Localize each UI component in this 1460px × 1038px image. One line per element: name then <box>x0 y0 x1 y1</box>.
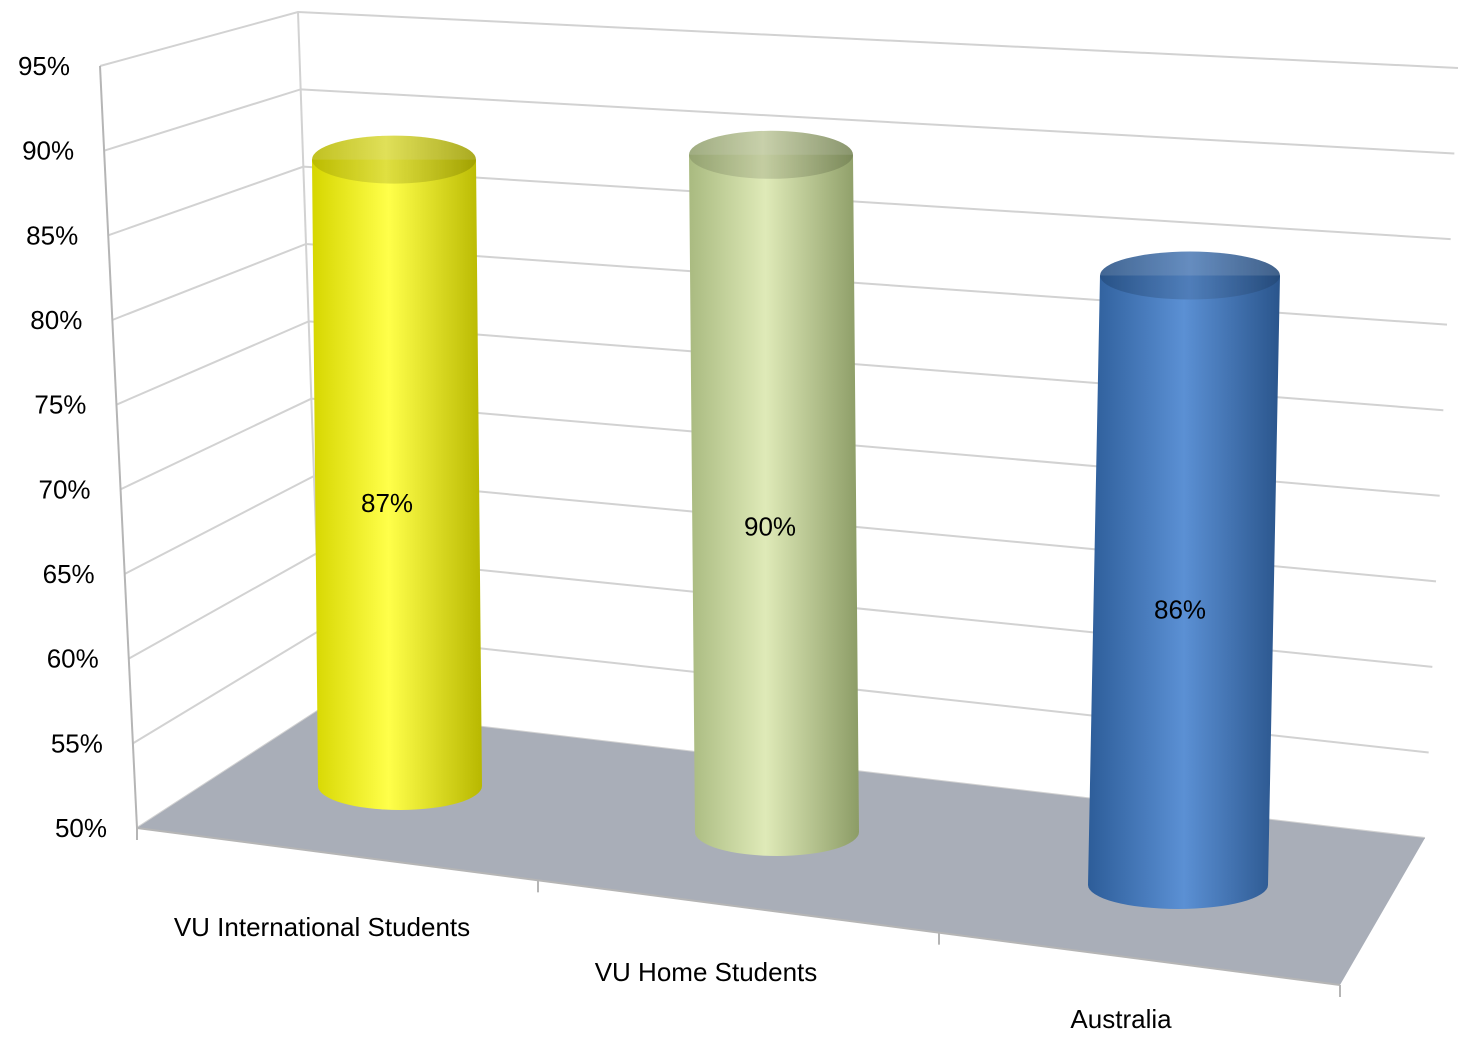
y-tick-label: 55% <box>51 728 103 758</box>
gridline <box>99 10 1459 69</box>
y-tick-label: 75% <box>34 390 86 420</box>
data-label: 87% <box>361 488 413 518</box>
data-label: 86% <box>1154 595 1206 625</box>
bar-body <box>1088 275 1280 909</box>
bar-top <box>689 130 853 179</box>
cylinder-0: 87% <box>312 135 482 810</box>
y-tick-label: 65% <box>43 559 95 589</box>
y-tick-label: 70% <box>39 474 91 504</box>
bar-top <box>312 135 476 184</box>
bar-top <box>1100 251 1280 300</box>
x-category-label: VU Home Students <box>595 957 818 987</box>
data-label: 90% <box>744 511 796 541</box>
y-tick-label: 50% <box>55 813 107 843</box>
y-tick-label: 60% <box>47 644 99 674</box>
x-category-label: Australia <box>1070 1004 1172 1034</box>
bar-body <box>689 154 859 857</box>
cylinder-2: 86% <box>1088 251 1280 909</box>
y-tick-label: 80% <box>30 305 82 335</box>
y-axis-line <box>99 65 138 829</box>
x-axis-categories: VU International Students VU Home Student… <box>174 912 1172 1034</box>
y-tick-label: 95% <box>18 51 70 81</box>
x-axis-line <box>136 827 1341 986</box>
y-tick-label: 85% <box>26 220 78 250</box>
bar-top-shade <box>689 130 853 179</box>
y-axis-ticks: 50% 55% 60% 65% 70% 75% 80% 85% 90% 95% <box>18 51 107 843</box>
cylinder-1: 90% <box>689 130 859 857</box>
bar-top-shade <box>1100 251 1280 300</box>
x-category-label: VU International Students <box>174 912 470 942</box>
y-tick-label: 90% <box>22 136 74 166</box>
bar-top-shade <box>312 135 476 184</box>
bar-body <box>312 159 482 810</box>
chart-bars: 87% 90% 86% <box>312 130 1280 909</box>
